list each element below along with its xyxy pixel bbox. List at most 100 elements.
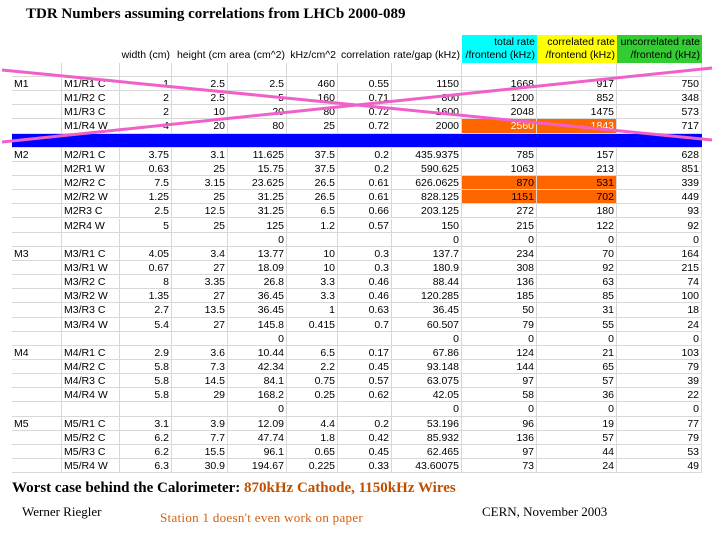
value-cell: 53 bbox=[617, 444, 702, 460]
label-cell bbox=[12, 176, 62, 191]
header-label: area (cm^2) bbox=[229, 49, 285, 61]
value-cell: 0.2 bbox=[338, 147, 392, 162]
label-cell: M4/R1 C bbox=[62, 345, 120, 360]
value-cell: 0 bbox=[617, 331, 702, 346]
value-cell: 339 bbox=[617, 176, 702, 191]
value-cell: 852 bbox=[537, 91, 617, 106]
value-cell: 13.5 bbox=[172, 303, 228, 318]
value-cell: 435.9375 bbox=[392, 147, 462, 162]
value-cell: 215 bbox=[617, 260, 702, 276]
value-cell: 0 bbox=[228, 402, 287, 417]
value-cell: 80 bbox=[228, 119, 287, 134]
value-cell: 29 bbox=[172, 388, 228, 403]
value-cell: 36.45 bbox=[228, 289, 287, 304]
value-cell: 5.8 bbox=[120, 388, 172, 403]
value-cell: 7.5 bbox=[120, 176, 172, 191]
value-cell bbox=[120, 331, 172, 346]
value-cell: 10 bbox=[287, 246, 338, 261]
value-cell: 25 bbox=[172, 218, 228, 233]
cell bbox=[338, 62, 392, 77]
spreadsheet: total rate correlated rate uncorrelated ra… bbox=[12, 33, 702, 474]
value-cell: 10.44 bbox=[228, 345, 287, 360]
value-cell: 26.5 bbox=[287, 176, 338, 191]
value-cell: 2.5 bbox=[228, 77, 287, 92]
value-cell: 213 bbox=[537, 161, 617, 177]
header-label: correlation bbox=[340, 49, 390, 61]
value-cell: 93 bbox=[617, 204, 702, 219]
value-cell: 122 bbox=[537, 218, 617, 233]
header-label: rate/gap (kHz) bbox=[393, 49, 460, 61]
value-cell: 77 bbox=[617, 416, 702, 431]
cell bbox=[617, 62, 702, 77]
value-cell: 74 bbox=[617, 275, 702, 290]
cell bbox=[172, 62, 228, 77]
label-cell: M4 bbox=[12, 345, 62, 360]
value-cell: 3.1 bbox=[120, 416, 172, 431]
value-cell: 3.6 bbox=[172, 345, 228, 360]
value-cell: 92 bbox=[537, 260, 617, 276]
value-cell: 97 bbox=[462, 374, 537, 389]
cell bbox=[62, 62, 120, 77]
cell bbox=[12, 62, 62, 77]
value-cell: 12.09 bbox=[228, 416, 287, 431]
cell bbox=[228, 62, 287, 77]
value-cell: 26.8 bbox=[228, 275, 287, 290]
value-cell: 70 bbox=[537, 246, 617, 261]
value-cell: 870 bbox=[462, 176, 537, 191]
value-cell: 85.932 bbox=[392, 430, 462, 445]
label-cell bbox=[12, 260, 62, 276]
value-cell: 2.9 bbox=[120, 345, 172, 360]
label-cell: M1/R4 W bbox=[62, 119, 120, 134]
label-cell bbox=[12, 275, 62, 290]
value-cell: 14.5 bbox=[172, 374, 228, 389]
value-cell: 5.8 bbox=[120, 360, 172, 375]
value-cell: 44 bbox=[537, 444, 617, 460]
value-cell: 2.5 bbox=[120, 204, 172, 219]
value-cell: 96.1 bbox=[228, 444, 287, 460]
value-cell: 5.4 bbox=[120, 317, 172, 332]
label-cell bbox=[12, 360, 62, 375]
value-cell: 84.1 bbox=[228, 374, 287, 389]
value-cell: 1 bbox=[287, 303, 338, 318]
label-cell: M1/R3 C bbox=[62, 105, 120, 120]
value-cell: 0.63 bbox=[338, 303, 392, 318]
summary-highlight: 870kHz Cathode, 1150kHz Wires bbox=[244, 480, 456, 496]
header-label: width (cm) bbox=[121, 49, 170, 61]
label-cell: M2 bbox=[12, 147, 62, 162]
value-cell: 39 bbox=[617, 374, 702, 389]
value-cell: 50 bbox=[462, 303, 537, 318]
note: Station 1 doesn't even work on paper bbox=[160, 510, 364, 525]
value-cell: 2048 bbox=[462, 105, 537, 120]
label-cell bbox=[12, 190, 62, 205]
value-cell: 49 bbox=[617, 459, 702, 474]
separator-band bbox=[12, 133, 702, 148]
value-cell: 851 bbox=[617, 161, 702, 177]
value-cell: 100 bbox=[617, 289, 702, 304]
header-label: /frontend (kHz) bbox=[630, 49, 700, 61]
label-cell bbox=[62, 402, 120, 417]
value-cell bbox=[172, 402, 228, 417]
value-cell: 6.5 bbox=[287, 345, 338, 360]
header-band bbox=[617, 35, 702, 63]
value-cell: 10 bbox=[172, 105, 228, 120]
label-cell bbox=[12, 374, 62, 389]
value-cell: 0.72 bbox=[338, 105, 392, 120]
label-cell bbox=[12, 105, 62, 120]
value-cell: 63 bbox=[537, 275, 617, 290]
value-cell: 234 bbox=[462, 246, 537, 261]
value-cell: 1063 bbox=[462, 161, 537, 177]
value-cell: 0 bbox=[228, 331, 287, 346]
value-cell: 0.72 bbox=[338, 119, 392, 134]
value-cell: 917 bbox=[537, 77, 617, 92]
value-cell: 3.35 bbox=[172, 275, 228, 290]
label-cell: M4/R2 C bbox=[62, 360, 120, 375]
value-cell: 25 bbox=[287, 119, 338, 134]
value-cell: 0.61 bbox=[338, 190, 392, 205]
label-cell bbox=[12, 388, 62, 403]
value-cell: 25 bbox=[172, 161, 228, 177]
value-cell: 120.285 bbox=[392, 289, 462, 304]
value-cell: 0.17 bbox=[338, 345, 392, 360]
label-cell: M2R1 W bbox=[62, 161, 120, 177]
value-cell: 57 bbox=[537, 374, 617, 389]
value-cell bbox=[338, 232, 392, 247]
